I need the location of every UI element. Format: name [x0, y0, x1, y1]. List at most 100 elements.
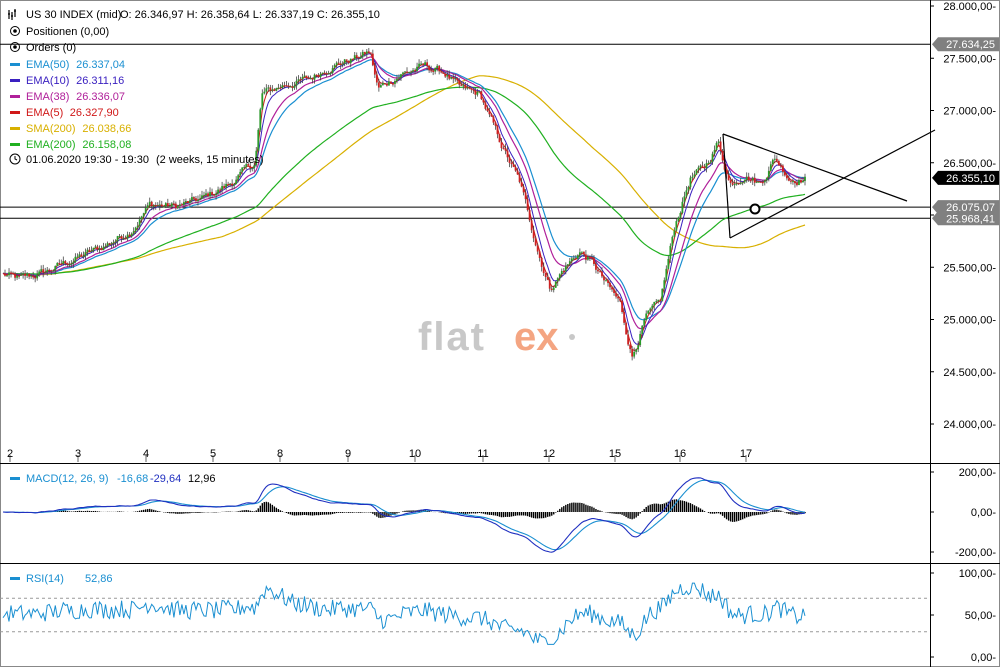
candle-body	[191, 197, 193, 201]
candle-body	[34, 277, 37, 279]
candle-body	[781, 165, 784, 172]
candle-body	[771, 159, 774, 165]
candle-body	[251, 168, 254, 170]
candle-body	[667, 258, 670, 269]
candle-body	[450, 77, 453, 79]
candle-body	[32, 275, 35, 278]
candle-body	[353, 55, 356, 60]
sma200-line	[2, 75, 806, 276]
candle-body	[379, 85, 382, 88]
candle-body	[48, 269, 51, 271]
candle-body	[283, 85, 286, 87]
rsi-panel: RSI(14) 52,86 100,00- 50,00- 0,00-	[0, 568, 996, 664]
clock-circle	[9, 153, 21, 165]
candle-body	[315, 74, 318, 76]
candle-body	[76, 256, 79, 258]
candle-body	[213, 194, 215, 196]
candle-body	[673, 230, 676, 237]
ema10-line	[2, 53, 806, 345]
price-badge-bg	[932, 211, 999, 226]
candle-body	[86, 249, 89, 253]
candle-body	[671, 236, 674, 246]
candle-body	[215, 193, 217, 196]
time-label-15: 15	[609, 448, 621, 460]
ohlc-values: O: 26.346,97 H: 26.358,64 L: 26.337,19 C…	[120, 9, 380, 21]
candle-body	[546, 277, 549, 280]
instrument-name: US 30 INDEX (mid)	[26, 9, 121, 21]
price-tick-label: 24.500,00-	[943, 367, 996, 379]
candle-body	[500, 142, 503, 149]
candle-body	[225, 183, 228, 188]
candle-body	[249, 165, 252, 169]
candle-body	[241, 167, 244, 172]
candle-body	[655, 301, 658, 303]
candle-body	[422, 63, 424, 66]
candle-body	[317, 74, 320, 78]
candle-body	[239, 171, 242, 176]
candle-body	[377, 82, 380, 88]
candle-body	[458, 80, 461, 85]
candle-body	[627, 334, 630, 345]
candle-body	[231, 183, 234, 186]
candle-body	[675, 221, 678, 231]
candle-body	[221, 186, 223, 191]
candle-body	[566, 264, 569, 266]
price-tick-label: 26.500,00-	[943, 158, 996, 170]
candle-body	[767, 170, 770, 178]
candle-body	[321, 72, 324, 74]
candle-body	[148, 201, 151, 206]
bar-chart-icon	[8, 9, 16, 20]
indicator-name: EMA(10)	[26, 75, 69, 87]
candle-body	[112, 242, 115, 244]
indicator-value: 26.327,90	[70, 107, 119, 119]
candle-body	[396, 78, 398, 82]
candle-body	[273, 89, 276, 91]
candle-body	[132, 231, 135, 234]
candle-body	[741, 182, 744, 184]
candle-body	[470, 88, 473, 90]
candle-body	[90, 250, 93, 252]
candle-body	[313, 74, 316, 80]
candle-body	[729, 180, 732, 184]
candle-body	[223, 186, 226, 188]
candle-body	[786, 175, 788, 179]
indicator-legend-ema38: EMA(38) 26.336,07	[10, 91, 125, 103]
candle-body	[761, 182, 764, 184]
candle-body	[496, 125, 499, 135]
candle-body	[406, 71, 408, 73]
candle-body	[587, 256, 589, 260]
candle-body	[476, 91, 479, 95]
candle-body	[693, 174, 696, 177]
candle-body	[110, 243, 113, 245]
candle-body	[299, 79, 302, 81]
candle-body	[386, 84, 388, 86]
macd-tick-label: 0,00-	[971, 507, 996, 519]
candle-body	[375, 74, 378, 83]
bar-chart-icon-path	[8, 9, 16, 20]
indicator-swatch	[10, 79, 20, 82]
macd-signal-value: -29,64	[150, 473, 181, 485]
ema200-line	[2, 86, 806, 275]
candle-body	[452, 77, 455, 79]
candle-body	[398, 77, 400, 79]
candle-body	[585, 254, 587, 260]
flatex-watermark: flat ex	[418, 315, 575, 359]
candle-body	[769, 164, 772, 171]
candle-body	[257, 129, 260, 151]
candle-body	[22, 273, 25, 275]
candle-body	[166, 203, 169, 207]
candle-body	[506, 150, 509, 158]
candle-body	[16, 275, 18, 278]
candle-body	[357, 57, 360, 59]
candle-body	[114, 241, 117, 243]
candle-body	[178, 204, 181, 206]
watermark-text: flat	[418, 315, 486, 359]
candle-body	[281, 85, 284, 88]
time-label-2: 2	[7, 448, 13, 460]
candle-body	[410, 71, 412, 73]
candle-body	[794, 181, 796, 184]
candle-body	[50, 270, 53, 272]
candle-body	[136, 225, 139, 228]
